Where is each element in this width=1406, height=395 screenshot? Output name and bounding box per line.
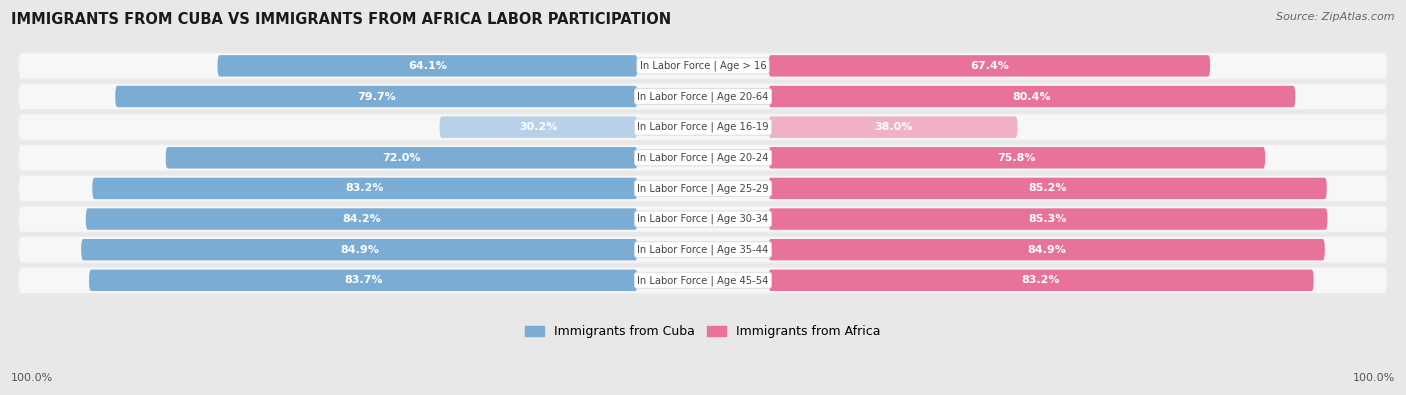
Text: 100.0%: 100.0% <box>1353 373 1395 383</box>
FancyBboxPatch shape <box>769 117 1018 138</box>
Text: Source: ZipAtlas.com: Source: ZipAtlas.com <box>1277 12 1395 22</box>
Text: 67.4%: 67.4% <box>970 61 1008 71</box>
FancyBboxPatch shape <box>18 53 1388 79</box>
Text: 85.3%: 85.3% <box>1029 214 1067 224</box>
FancyBboxPatch shape <box>18 267 1388 294</box>
Text: 84.9%: 84.9% <box>340 245 378 255</box>
FancyBboxPatch shape <box>115 86 637 107</box>
FancyBboxPatch shape <box>769 239 1324 260</box>
Text: 80.4%: 80.4% <box>1012 92 1052 102</box>
FancyBboxPatch shape <box>769 208 1327 230</box>
FancyBboxPatch shape <box>769 178 1327 199</box>
Text: 30.2%: 30.2% <box>519 122 558 132</box>
FancyBboxPatch shape <box>86 208 637 230</box>
Text: 64.1%: 64.1% <box>408 61 447 71</box>
Text: In Labor Force | Age 35-44: In Labor Force | Age 35-44 <box>637 245 769 255</box>
Text: In Labor Force | Age 25-29: In Labor Force | Age 25-29 <box>637 183 769 194</box>
FancyBboxPatch shape <box>18 205 1388 233</box>
Text: In Labor Force | Age 20-24: In Labor Force | Age 20-24 <box>637 152 769 163</box>
FancyBboxPatch shape <box>18 144 1388 171</box>
FancyBboxPatch shape <box>18 236 1388 263</box>
Text: 79.7%: 79.7% <box>357 92 395 102</box>
Text: 100.0%: 100.0% <box>11 373 53 383</box>
FancyBboxPatch shape <box>18 175 1388 202</box>
Text: In Labor Force | Age 30-34: In Labor Force | Age 30-34 <box>637 214 769 224</box>
Text: 38.0%: 38.0% <box>875 122 912 132</box>
Text: In Labor Force | Age > 16: In Labor Force | Age > 16 <box>640 60 766 71</box>
FancyBboxPatch shape <box>769 55 1211 77</box>
FancyBboxPatch shape <box>18 114 1388 141</box>
Text: In Labor Force | Age 20-64: In Labor Force | Age 20-64 <box>637 91 769 102</box>
FancyBboxPatch shape <box>769 270 1313 291</box>
Text: In Labor Force | Age 45-54: In Labor Force | Age 45-54 <box>637 275 769 286</box>
FancyBboxPatch shape <box>93 178 637 199</box>
Text: IMMIGRANTS FROM CUBA VS IMMIGRANTS FROM AFRICA LABOR PARTICIPATION: IMMIGRANTS FROM CUBA VS IMMIGRANTS FROM … <box>11 12 672 27</box>
FancyBboxPatch shape <box>440 117 637 138</box>
Text: 72.0%: 72.0% <box>382 153 420 163</box>
FancyBboxPatch shape <box>218 55 637 77</box>
FancyBboxPatch shape <box>82 239 637 260</box>
Text: 84.2%: 84.2% <box>342 214 381 224</box>
Legend: Immigrants from Cuba, Immigrants from Africa: Immigrants from Cuba, Immigrants from Af… <box>520 320 886 343</box>
Text: In Labor Force | Age 16-19: In Labor Force | Age 16-19 <box>637 122 769 132</box>
FancyBboxPatch shape <box>18 83 1388 110</box>
FancyBboxPatch shape <box>769 147 1265 169</box>
FancyBboxPatch shape <box>166 147 637 169</box>
FancyBboxPatch shape <box>89 270 637 291</box>
Text: 83.2%: 83.2% <box>346 183 384 194</box>
FancyBboxPatch shape <box>769 86 1295 107</box>
Text: 75.8%: 75.8% <box>998 153 1036 163</box>
Text: 85.2%: 85.2% <box>1028 183 1067 194</box>
Text: 84.9%: 84.9% <box>1028 245 1066 255</box>
Text: 83.2%: 83.2% <box>1022 275 1060 285</box>
Text: 83.7%: 83.7% <box>344 275 382 285</box>
